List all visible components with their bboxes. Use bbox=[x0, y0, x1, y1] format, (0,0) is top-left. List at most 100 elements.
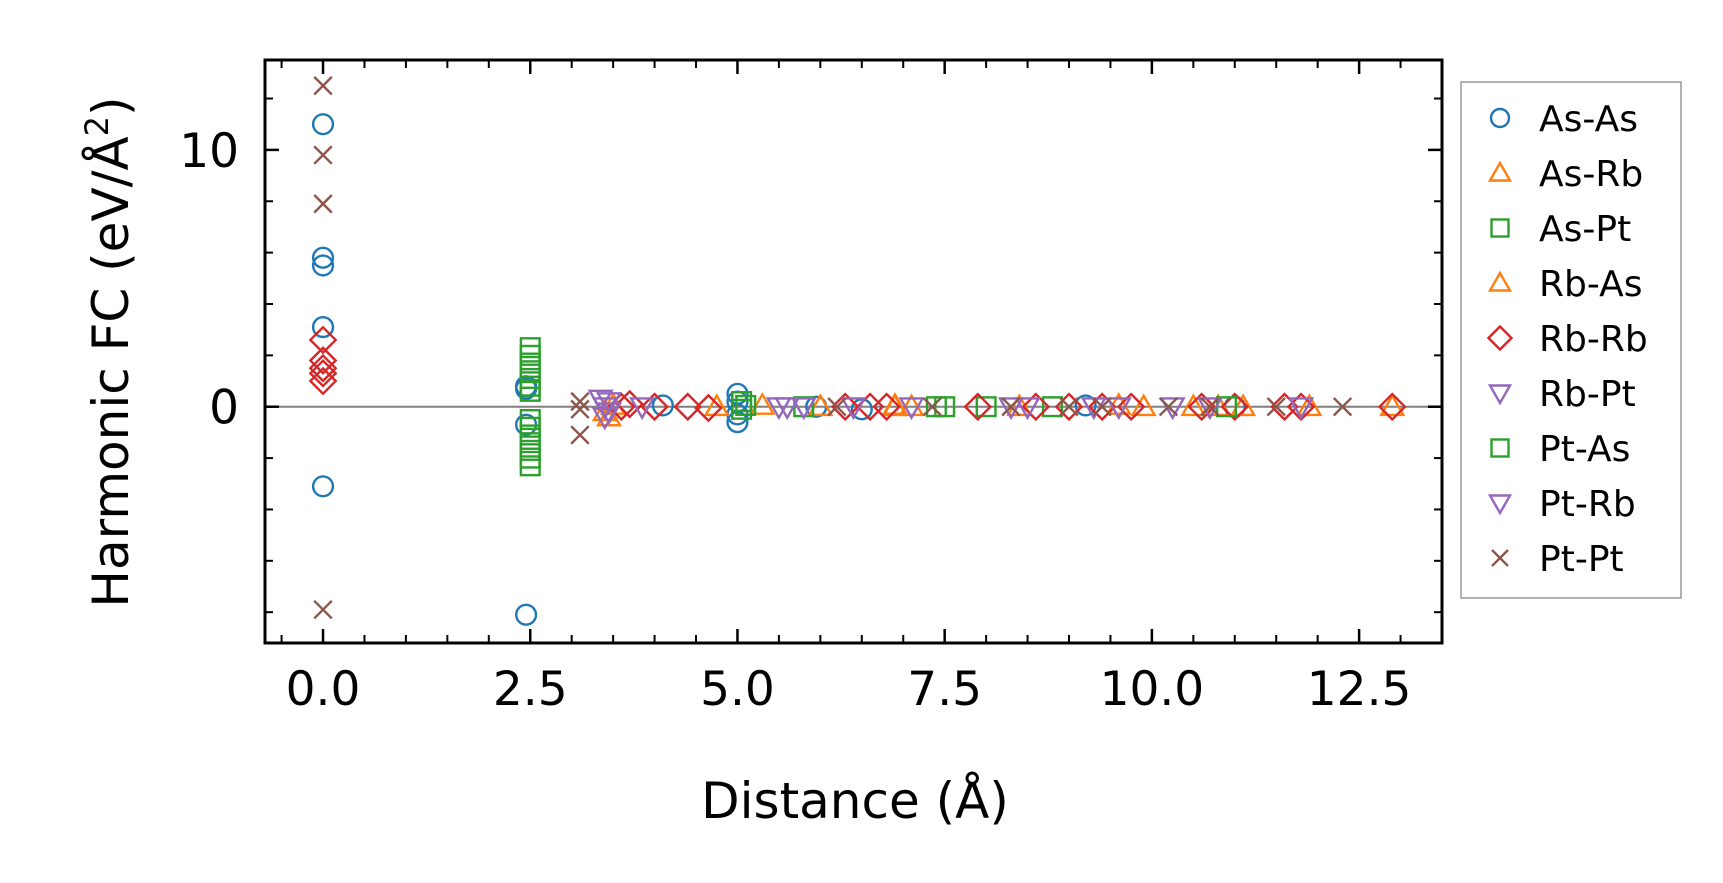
legend-label-pt-pt: Pt-Pt bbox=[1539, 539, 1624, 580]
data-point-rb-pt bbox=[840, 397, 867, 421]
data-point-pt-pt bbox=[313, 599, 333, 620]
data-point-rb-rb bbox=[308, 358, 338, 388]
data-point-as-as bbox=[311, 246, 335, 269]
data-point-rb-pt bbox=[790, 397, 817, 421]
x-tick-label: 7.5 bbox=[907, 662, 982, 717]
data-point-rb-rb bbox=[615, 389, 645, 419]
data-point-pt-pt bbox=[570, 391, 590, 412]
legend-label-rb-as: Rb-As bbox=[1539, 264, 1642, 305]
data-point-as-pt bbox=[1041, 396, 1063, 418]
y-axis-label: Harmonic FC (eV/Å2) bbox=[78, 96, 140, 607]
data-point-pt-pt bbox=[922, 397, 942, 417]
legend-marker-as-rb bbox=[1487, 160, 1513, 182]
data-point-pt-pt bbox=[570, 425, 590, 445]
legend-label-rb-pt: Rb-Pt bbox=[1539, 374, 1636, 415]
legend-marker-pt-rb bbox=[1487, 494, 1513, 516]
plot-background bbox=[265, 60, 1442, 643]
data-point-pt-pt bbox=[1092, 397, 1112, 417]
data-point-rb-rb bbox=[308, 353, 338, 383]
data-point-pt-rb bbox=[1196, 397, 1223, 421]
data-point-rb-rb bbox=[640, 392, 669, 422]
data-point-as-pt bbox=[519, 380, 541, 402]
data-point-pt-pt bbox=[1158, 397, 1179, 417]
data-point-pt-rb bbox=[1014, 397, 1041, 421]
data-point-pt-pt bbox=[1332, 397, 1353, 417]
x-axis-label: Distance (Å) bbox=[701, 772, 1009, 830]
y-axis-label-base: Harmonic FC (eV/Å bbox=[82, 136, 140, 607]
legend-label-rb-rb: Rb-Rb bbox=[1539, 319, 1648, 360]
y-tick-labels: 0 10 bbox=[179, 124, 239, 436]
data-point-as-pt bbox=[731, 398, 753, 420]
legend-items: As-As As-Rb As-Pt Rb-As Rb-Rb Rb-Pt Pt-As Pt-Rb… bbox=[1486, 99, 1648, 580]
data-point-pt-pt bbox=[1200, 397, 1220, 417]
data-point-pt-rb bbox=[595, 402, 623, 426]
data-point-rb-rb bbox=[694, 393, 723, 423]
y-axis-label-superscript: 2 bbox=[78, 116, 116, 136]
x-tick-label: 10.0 bbox=[1100, 662, 1205, 717]
data-point-pt-pt bbox=[1266, 397, 1286, 417]
legend-marker-as-pt bbox=[1490, 218, 1510, 238]
data-point-rb-pt bbox=[997, 397, 1025, 421]
data-point-rb-pt bbox=[898, 397, 925, 421]
legend-label-as-as: As-As bbox=[1539, 99, 1638, 140]
data-point-pt-pt bbox=[827, 397, 847, 417]
data-point-as-as bbox=[651, 394, 674, 417]
data-point-rb-rb bbox=[1220, 392, 1250, 422]
legend-marker-as-as bbox=[1489, 107, 1511, 129]
data-point-pt-rb bbox=[765, 397, 792, 421]
data-point-rb-rb bbox=[308, 325, 338, 355]
data-points-layer bbox=[308, 76, 1407, 626]
data-point-as-as bbox=[311, 254, 335, 277]
data-point-rb-rb bbox=[1187, 392, 1216, 422]
data-point-rb-as bbox=[1379, 393, 1406, 417]
legend-label-pt-rb: Pt-Rb bbox=[1539, 484, 1636, 525]
data-point-as-rb bbox=[898, 393, 925, 417]
data-point-as-as bbox=[311, 475, 335, 498]
y-tick-label: 0 bbox=[209, 381, 239, 436]
legend: As-As As-Rb As-Pt Rb-As Rb-Rb Rb-Pt Pt-As Pt-Rb… bbox=[1460, 81, 1682, 599]
data-point-pt-pt bbox=[313, 194, 333, 214]
data-point-rb-rb bbox=[1377, 392, 1407, 422]
plot-frame bbox=[263, 58, 1444, 645]
data-point-rb-rb bbox=[963, 392, 993, 422]
data-point-pt-pt bbox=[313, 145, 333, 165]
data-point-as-pt bbox=[975, 396, 997, 418]
data-point-rb-rb bbox=[1054, 392, 1084, 422]
x-tick-label: 5.0 bbox=[700, 662, 775, 717]
legend-marker-rb-as bbox=[1487, 270, 1513, 292]
data-point-rb-rb bbox=[830, 392, 860, 422]
y-tick-label: 10 bbox=[179, 124, 239, 179]
data-point-as-rb bbox=[1230, 393, 1257, 417]
legend-marker-pt-pt bbox=[1491, 549, 1509, 567]
data-point-as-as bbox=[311, 113, 335, 136]
legend-marker-rb-rb bbox=[1486, 324, 1514, 352]
data-point-as-rb bbox=[749, 392, 776, 415]
y-axis-label-close: ) bbox=[82, 96, 140, 116]
data-point-rb-rb bbox=[1021, 392, 1051, 422]
legend-label-pt-as: Pt-As bbox=[1539, 429, 1630, 470]
data-point-as-as bbox=[514, 603, 538, 626]
x-tick-label: 2.5 bbox=[493, 662, 568, 717]
x-tick-label: 12.5 bbox=[1307, 662, 1412, 717]
data-point-pt-as bbox=[925, 396, 947, 418]
data-point-rb-as bbox=[1130, 393, 1157, 417]
x-tick-labels: 0.0 2.5 5.0 7.5 10.0 12.5 bbox=[286, 662, 1412, 717]
legend-label-as-rb: As-Rb bbox=[1539, 154, 1643, 195]
legend-marker-pt-as bbox=[1490, 438, 1510, 458]
data-point-as-as bbox=[311, 316, 335, 339]
data-point-as-rb bbox=[807, 393, 834, 417]
data-point-rb-rb bbox=[872, 392, 902, 422]
data-point-rb-rb bbox=[308, 346, 338, 375]
x-tick-label: 0.0 bbox=[286, 662, 361, 717]
data-point-pt-pt bbox=[1001, 397, 1021, 417]
data-point-pt-pt bbox=[570, 399, 590, 419]
data-point-as-as bbox=[1074, 394, 1097, 417]
data-point-as-rb bbox=[1180, 393, 1207, 417]
data-point-rb-pt bbox=[1288, 397, 1315, 421]
data-point-rb-rb bbox=[1116, 392, 1146, 422]
data-point-pt-as bbox=[735, 394, 757, 416]
data-point-rb-rb bbox=[308, 366, 338, 396]
data-point-pt-pt bbox=[313, 76, 333, 96]
data-point-rb-as bbox=[881, 392, 909, 415]
